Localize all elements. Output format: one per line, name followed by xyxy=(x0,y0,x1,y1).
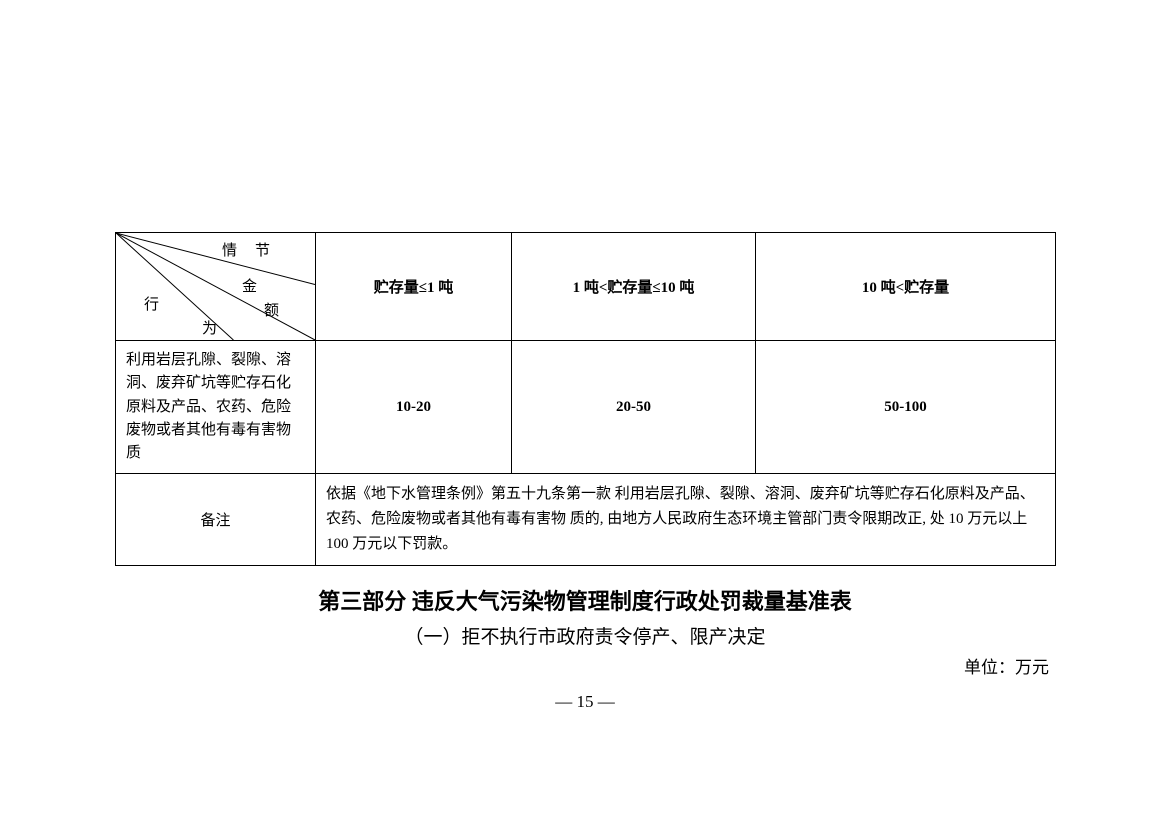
column-header-3: 10 吨<贮存量 xyxy=(756,233,1056,341)
diag-label-mid-a: 金 xyxy=(242,275,257,296)
subsection-title: （一）拒不执行市政府责令停产、限产决定 xyxy=(115,622,1055,649)
note-row: 备注 依据《地下水管理条例》第五十九条第一款 利用岩层孔隙、裂隙、溶洞、废弃矿坑… xyxy=(116,474,1056,565)
penalty-table: 情节 金 额 行 为 贮存量≤1 吨 1 吨<贮存量≤10 吨 10 吨<贮存量… xyxy=(115,232,1056,566)
value-cell-2: 20-50 xyxy=(512,341,756,474)
header-row: 情节 金 额 行 为 贮存量≤1 吨 1 吨<贮存量≤10 吨 10 吨<贮存量 xyxy=(116,233,1056,341)
column-header-1: 贮存量≤1 吨 xyxy=(316,233,512,341)
data-row: 利用岩层孔隙、裂隙、溶洞、废弃矿坑等贮存石化原料及产品、农药、危险废物或者其他有… xyxy=(116,341,1056,474)
section-title: 第三部分 违反大气污染物管理制度行政处罚裁量基准表 xyxy=(115,584,1055,616)
unit-label: 单位：万元 xyxy=(115,653,1055,678)
column-header-2: 1 吨<贮存量≤10 吨 xyxy=(512,233,756,341)
diag-label-bot-a: 行 xyxy=(144,293,159,314)
document-body: 情节 金 额 行 为 贮存量≤1 吨 1 吨<贮存量≤10 吨 10 吨<贮存量… xyxy=(115,232,1055,712)
note-body: 依据《地下水管理条例》第五十九条第一款 利用岩层孔隙、裂隙、溶洞、废弃矿坑等贮存… xyxy=(316,474,1056,565)
diagonal-header-cell: 情节 金 额 行 为 xyxy=(116,233,316,341)
note-label: 备注 xyxy=(116,474,316,565)
page-number: — 15 — xyxy=(115,692,1055,712)
diag-label-bot-b: 为 xyxy=(202,317,217,338)
diag-label-top: 情节 xyxy=(222,239,288,260)
value-cell-1: 10-20 xyxy=(316,341,512,474)
row-label: 利用岩层孔隙、裂隙、溶洞、废弃矿坑等贮存石化原料及产品、农药、危险废物或者其他有… xyxy=(116,341,316,474)
value-cell-3: 50-100 xyxy=(756,341,1056,474)
diag-label-mid-b: 额 xyxy=(264,299,279,320)
